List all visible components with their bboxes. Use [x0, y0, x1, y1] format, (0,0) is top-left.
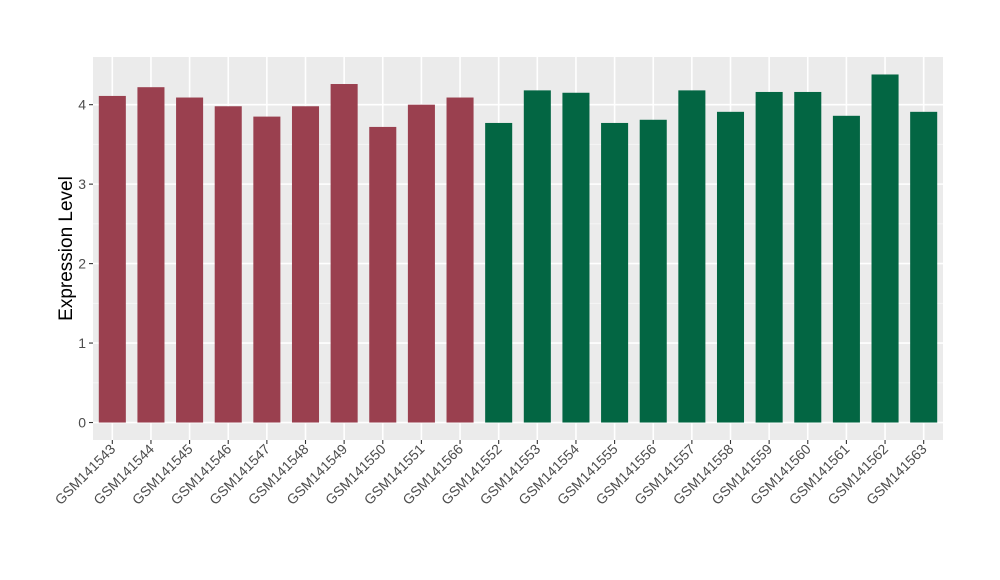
bar	[485, 122, 513, 423]
y-axis: 0 1 2 3 4	[78, 97, 93, 431]
y-tick-label: 3	[78, 176, 86, 192]
bar	[330, 84, 358, 423]
bar	[910, 111, 938, 423]
y-axis-title: Expression Level	[56, 176, 77, 321]
bars	[98, 74, 938, 423]
bar	[794, 91, 822, 423]
bar	[214, 106, 242, 423]
bar	[678, 90, 706, 423]
y-tick-label: 2	[78, 256, 86, 272]
bar	[832, 115, 860, 423]
y-tick-label: 0	[78, 415, 86, 431]
bar	[176, 97, 204, 423]
bar	[601, 122, 629, 423]
bar	[871, 74, 899, 423]
bar	[755, 91, 783, 423]
y-tick-label: 1	[78, 335, 86, 351]
bar	[639, 119, 667, 423]
bar	[253, 116, 281, 423]
bar	[369, 126, 397, 423]
bar	[291, 106, 320, 423]
bar	[98, 95, 126, 423]
bar	[716, 111, 745, 423]
bar	[137, 87, 165, 423]
bar	[562, 92, 590, 423]
bar	[407, 104, 435, 423]
bar	[446, 97, 474, 423]
bar	[523, 90, 551, 423]
y-tick-label: 4	[78, 97, 86, 113]
x-axis: GSM141543GSM141544GSM141545GSM141546GSM1…	[52, 440, 930, 508]
